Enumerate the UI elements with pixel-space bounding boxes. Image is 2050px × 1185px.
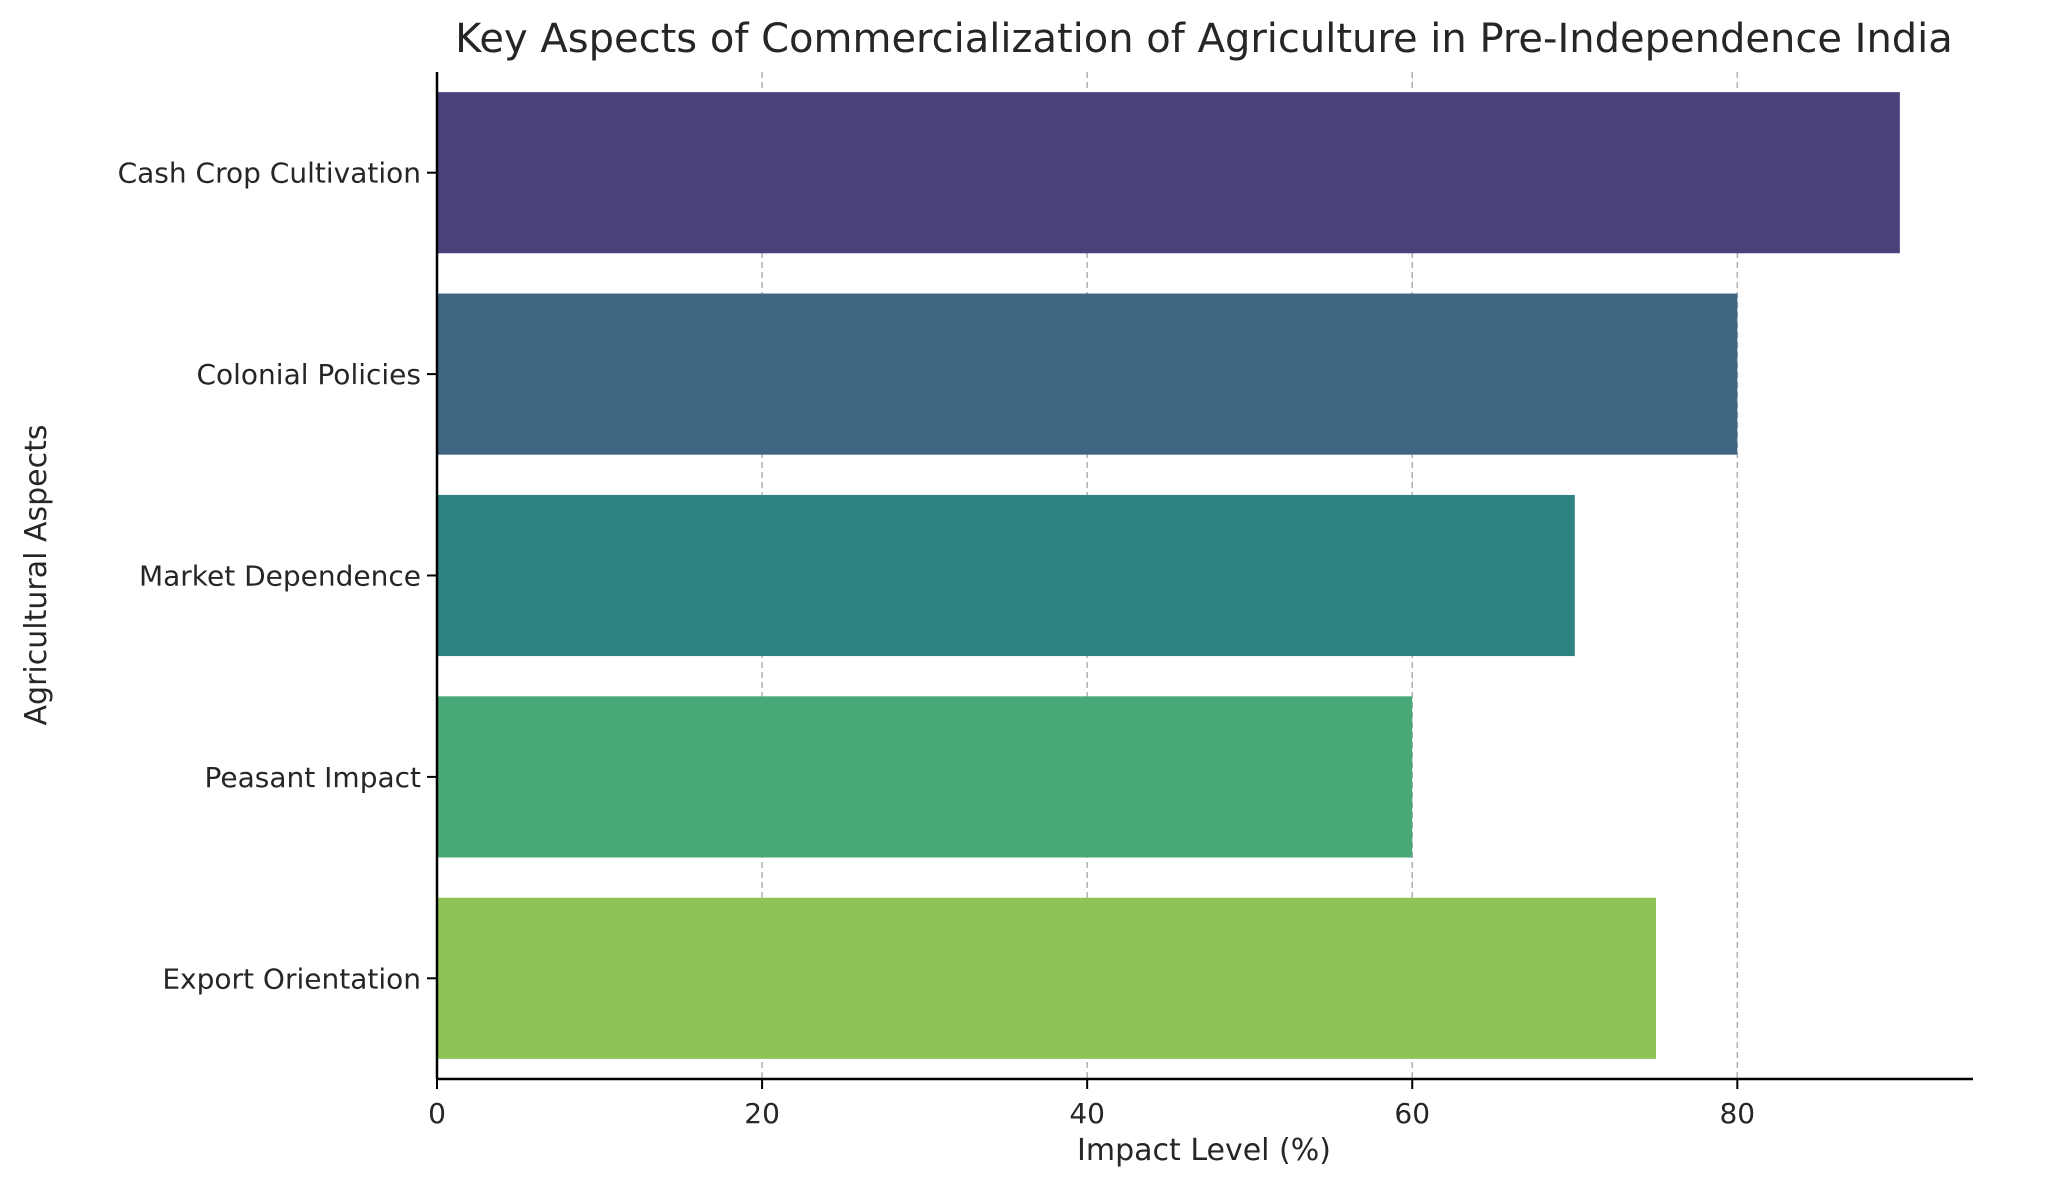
x-axis-label: Impact Level (%) bbox=[1077, 1133, 1331, 1168]
bar-peasant-impact bbox=[437, 696, 1413, 858]
x-axis-ticks: 0 20 40 60 80 bbox=[428, 1079, 1755, 1130]
bar-market-dependence bbox=[437, 494, 1575, 657]
y-tick-label: Export Orientation bbox=[162, 962, 421, 995]
y-tick-label: Colonial Policies bbox=[196, 358, 421, 391]
bar-cash-crop-cultivation bbox=[437, 92, 1900, 254]
x-tick-label: 0 bbox=[428, 1097, 446, 1130]
chart-title: Key Aspects of Commercialization of Agri… bbox=[455, 16, 1953, 62]
y-axis-label: Agricultural Aspects bbox=[19, 425, 54, 726]
bar-colonial-policies bbox=[437, 293, 1738, 455]
y-tick-label: Peasant Impact bbox=[205, 761, 422, 794]
bars bbox=[437, 92, 1900, 1059]
x-tick-label: 40 bbox=[1069, 1097, 1105, 1130]
y-tick-label: Market Dependence bbox=[139, 560, 421, 593]
bar-export-orientation bbox=[437, 897, 1657, 1059]
x-tick-label: 60 bbox=[1394, 1097, 1430, 1130]
x-tick-label: 80 bbox=[1719, 1097, 1755, 1130]
y-axis-ticks: Cash Crop Cultivation Colonial Policies Ma… bbox=[118, 157, 437, 995]
y-tick-label: Cash Crop Cultivation bbox=[118, 157, 421, 190]
x-tick-label: 20 bbox=[744, 1097, 780, 1130]
